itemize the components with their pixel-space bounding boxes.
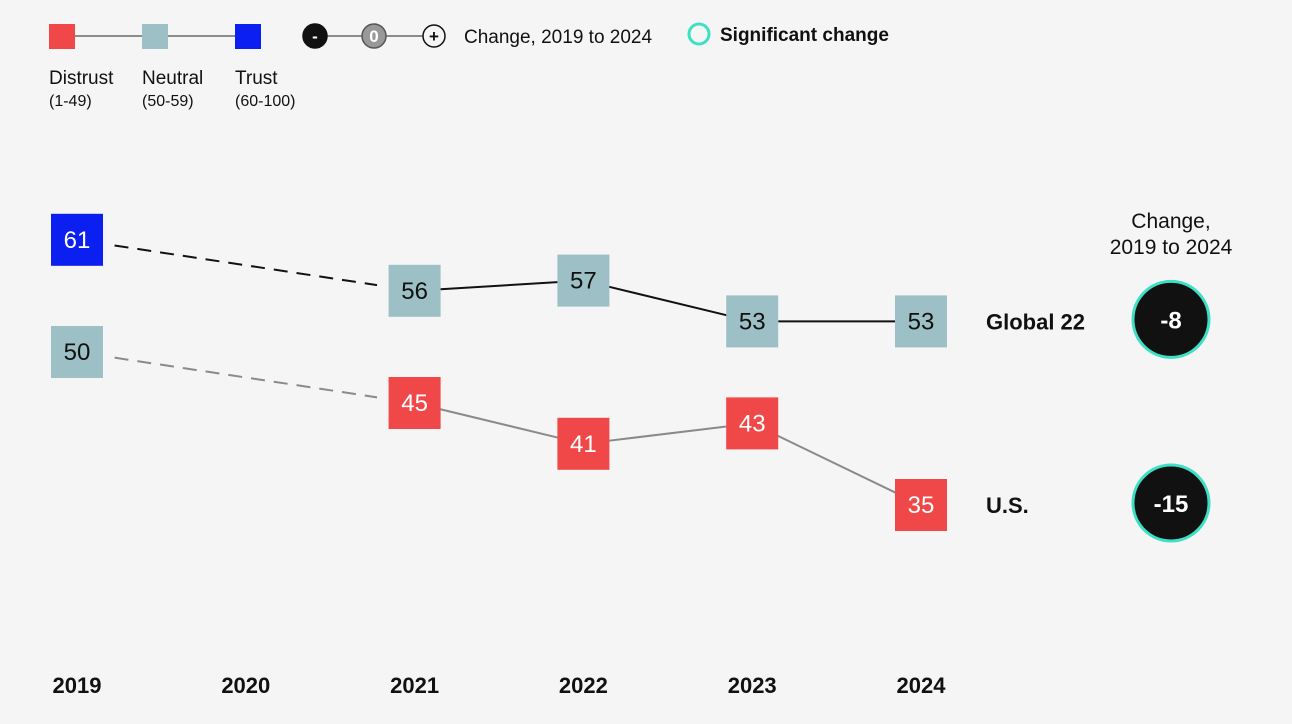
data-label-global-22-2019: 61 [64, 227, 91, 254]
change-badge-global-22 [1131, 279, 1211, 359]
data-point-u-s-2019 [51, 326, 103, 378]
series-line-segment-global-22-2021-2022 [440, 281, 558, 291]
data-point-u-s-2022 [557, 417, 610, 470]
change-value-u-s: -15 [1154, 491, 1189, 518]
data-label-u-s-2019: 50 [64, 339, 91, 366]
data-point-global-22-2019 [51, 213, 103, 266]
data-label-u-s-2023: 43 [739, 410, 766, 437]
data-label-global-22-2024: 53 [908, 308, 935, 335]
change-value-global-22: -8 [1160, 307, 1181, 334]
legend-label-distrust: Distrust [49, 68, 114, 89]
change-header-line1: Change, [1131, 210, 1210, 233]
legend-range-distrust: (1-49) [49, 93, 92, 110]
legend-label-trust: Trust [235, 68, 278, 89]
data-point-global-22-2022 [557, 254, 610, 307]
x-tick-label-2023: 2023 [728, 673, 777, 698]
change-header-line2: 2019 to 2024 [1110, 236, 1233, 259]
data-label-u-s-2022: 41 [570, 431, 597, 458]
data-label-global-22-2021: 56 [401, 278, 428, 305]
series-line-segment-u-s-2023-2024 [775, 433, 899, 495]
data-label-global-22-2023: 53 [739, 308, 766, 335]
change-symbol-minus-icon [302, 23, 328, 49]
x-tick-label-2022: 2022 [559, 673, 608, 698]
x-tick-label-2019: 2019 [53, 673, 102, 698]
change-symbol-text-minus: - [312, 27, 318, 46]
significant-change-label: Significant change [720, 25, 889, 46]
legend: Distrust (1-49) Neutral (50-59) Trust (60-100… [49, 22, 889, 110]
x-tick-label-2024: 2024 [897, 673, 947, 698]
data-point-u-s-2024 [895, 479, 947, 531]
series-name-global-22: Global 22 [986, 309, 1085, 334]
change-symbol-plus-icon [422, 24, 446, 48]
series-line-segment-global-22-2022-2023 [608, 285, 728, 317]
series-global-22: 61 56 57 53 53 Global 22 -8 [51, 213, 1211, 359]
x-tick-label-2020: 2020 [221, 673, 270, 698]
data-point-global-22-2021 [388, 264, 441, 317]
series-line-segment-global-22-2019-2021 [114, 244, 378, 287]
data-point-u-s-2023 [726, 397, 779, 450]
data-point-global-22-2023 [726, 295, 779, 348]
series-line-segment-u-s-2022-2023 [609, 425, 727, 442]
data-point-global-22-2024 [895, 295, 947, 348]
legend-range-trust: (60-100) [235, 93, 295, 110]
data-label-global-22-2022: 57 [570, 268, 597, 295]
data-point-u-s-2021 [388, 377, 441, 429]
change-legend-label: Change, 2019 to 2024 [464, 27, 652, 48]
series-u-s: 50 45 41 43 35 U.S. -15 [51, 326, 1211, 543]
legend-swatch-neutral [142, 24, 168, 49]
legend-swatch-trust [235, 24, 261, 49]
legend-swatch-distrust [49, 24, 75, 49]
x-tick-label-2021: 2021 [390, 673, 439, 698]
change-symbol-zero-icon [361, 23, 387, 49]
legend-label-neutral: Neutral [142, 68, 203, 89]
change-symbol-text-zero: 0 [369, 27, 378, 46]
data-label-u-s-2021: 45 [401, 390, 428, 417]
x-axis: 2019 2020 2021 2022 2023 2024 [53, 673, 947, 698]
series-line-segment-u-s-2021-2022 [439, 408, 559, 439]
legend-range-neutral: (50-59) [142, 93, 194, 110]
data-label-u-s-2024: 35 [908, 492, 935, 519]
series-line-segment-u-s-2019-2021 [114, 356, 378, 399]
change-symbol-text-plus: + [429, 27, 439, 46]
significant-change-icon [687, 22, 711, 46]
change-badge-u-s [1131, 463, 1211, 543]
series-name-u-s: U.S. [986, 493, 1029, 518]
